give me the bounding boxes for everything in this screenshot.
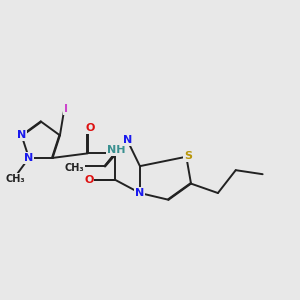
Text: I: I bbox=[64, 104, 68, 114]
Text: N: N bbox=[135, 188, 145, 198]
Text: S: S bbox=[184, 151, 192, 161]
Text: O: O bbox=[85, 124, 94, 134]
Text: N: N bbox=[24, 153, 34, 163]
Text: CH₃: CH₃ bbox=[6, 174, 25, 184]
Text: N: N bbox=[17, 130, 26, 140]
Text: NH: NH bbox=[107, 145, 126, 155]
Text: CH₃: CH₃ bbox=[65, 163, 85, 173]
Text: N: N bbox=[122, 135, 132, 145]
Text: O: O bbox=[84, 175, 94, 184]
